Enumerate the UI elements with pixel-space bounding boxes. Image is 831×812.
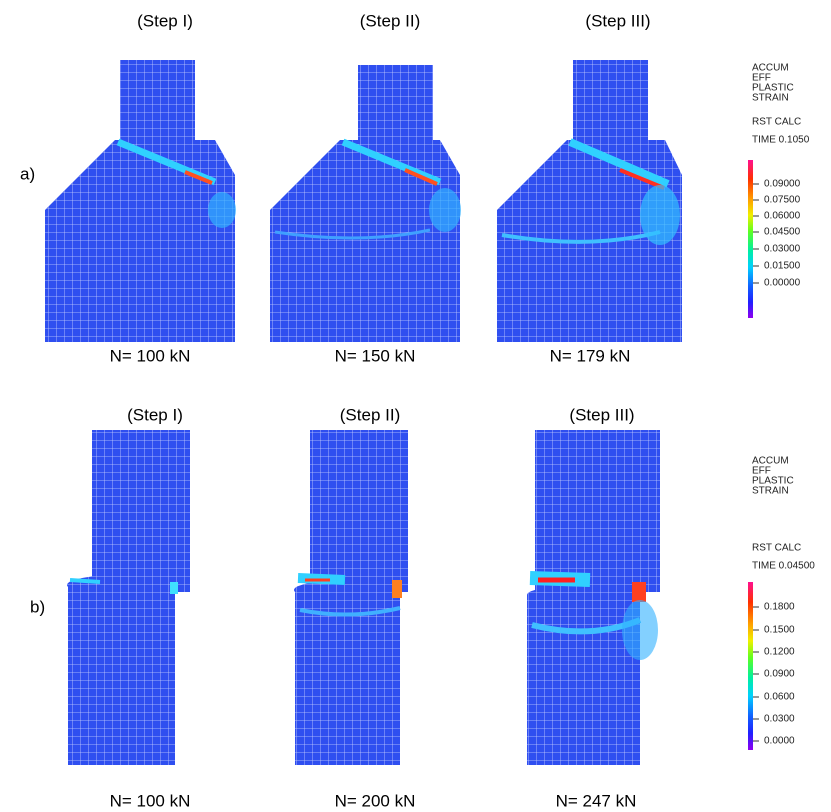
legend-tick-label: 0.06000 [764, 211, 801, 222]
legend-time: TIME 0.1050 [752, 135, 810, 146]
load-label: N= 200 kN [335, 791, 416, 810]
load-label: N= 179 kN [550, 346, 631, 365]
legend-tick-label: 0.0300 [764, 714, 795, 725]
load-label: N= 150 kN [335, 346, 416, 365]
color-bar [748, 582, 753, 750]
load-label: N= 100 kN [110, 791, 191, 810]
load-label: N= 100 kN [110, 346, 191, 365]
load-label: N= 247 kN [556, 791, 637, 810]
mesh [67, 430, 190, 765]
mesh [45, 60, 236, 342]
mesh [294, 430, 408, 765]
legend-calc: RST CALC [752, 543, 801, 554]
row-label: a) [20, 164, 35, 183]
legend-tick-label: 0.0900 [764, 669, 795, 680]
color-bar [748, 160, 753, 318]
legend-title: STRAIN [752, 93, 789, 104]
step-title: (Step I) [137, 11, 193, 30]
legend-tick-label: 0.1500 [764, 625, 795, 636]
step-title: (Step II) [340, 405, 400, 424]
legend-tick-label: 0.00000 [764, 278, 801, 289]
step-title: (Step III) [569, 405, 634, 424]
mesh [527, 430, 660, 765]
mesh [497, 60, 682, 342]
legend-time: TIME 0.04500 [752, 561, 815, 572]
legend-title: STRAIN [752, 486, 789, 497]
legend-tick-label: 0.0600 [764, 692, 795, 703]
legend-tick-label: 0.1200 [764, 647, 795, 658]
legend-tick-label: 0.1800 [764, 602, 795, 613]
step-title: (Step III) [585, 11, 650, 30]
legend-calc: RST CALC [752, 117, 801, 128]
figure: a) (Step I) N= 100 kN (Step II) N= 150 kN (St… [0, 0, 831, 812]
mesh [270, 65, 461, 342]
legend-tick-label: 0.0000 [764, 736, 795, 747]
legend-tick-label: 0.07500 [764, 195, 801, 206]
legend-tick-label: 0.01500 [764, 261, 801, 272]
step-title: (Step II) [360, 11, 420, 30]
legend-tick-label: 0.03000 [764, 244, 801, 255]
row-label: b) [30, 597, 45, 616]
legend-tick-label: 0.04500 [764, 227, 801, 238]
legend-tick-label: 0.09000 [764, 179, 801, 190]
step-title: (Step I) [127, 405, 183, 424]
